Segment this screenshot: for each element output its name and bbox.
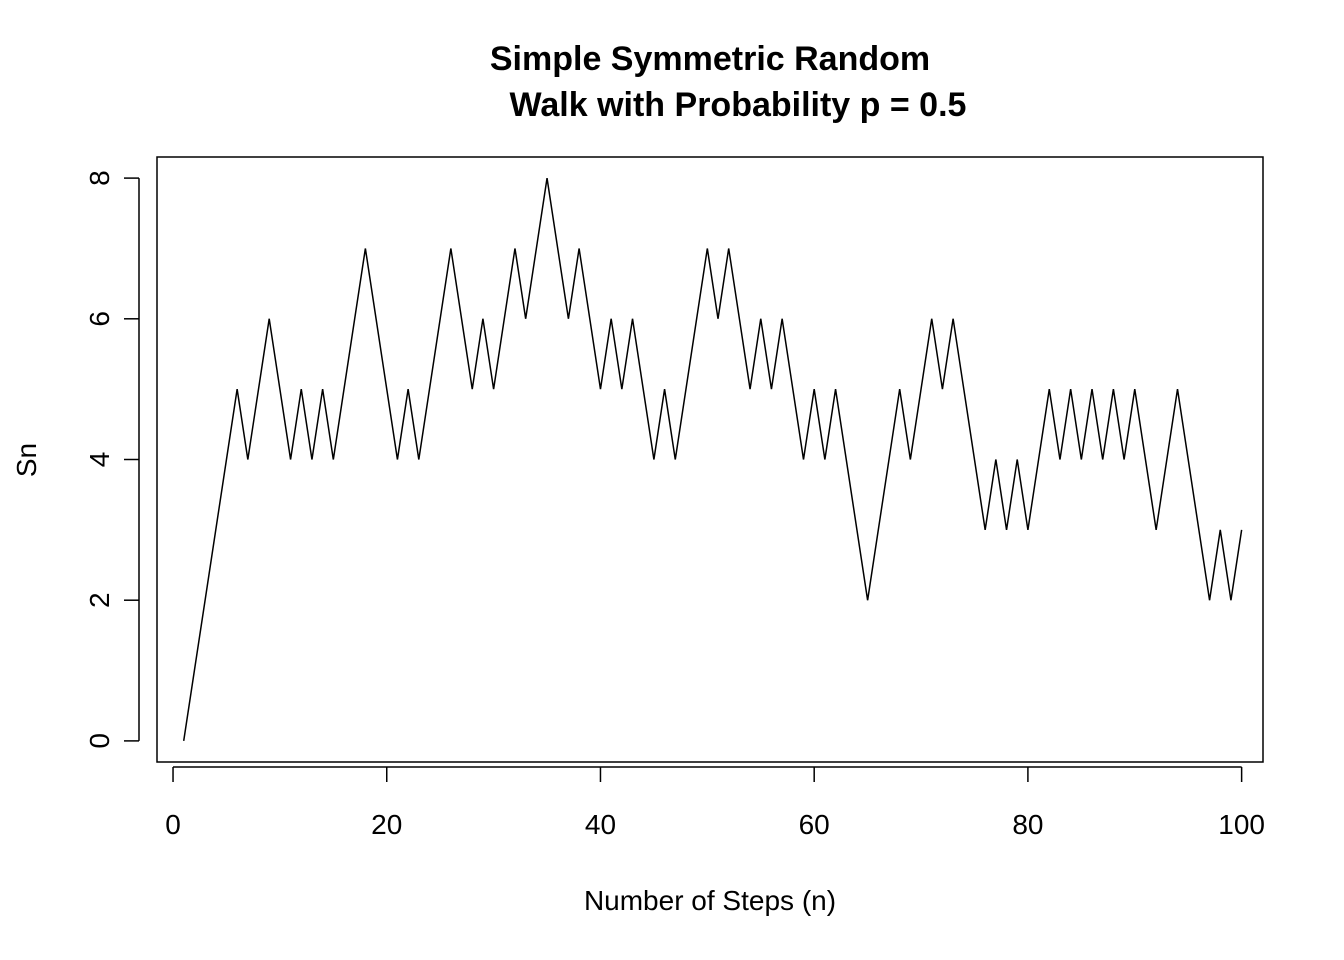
- y-tick-label: 8: [84, 170, 115, 186]
- plot-frame: [156, 156, 1264, 763]
- x-tick-label: 40: [585, 809, 616, 840]
- chart-title-line-2: Walk with Probability p = 0.5: [510, 86, 967, 124]
- x-tick-label: 60: [799, 809, 830, 840]
- x-axis-label: Number of Steps (n): [584, 885, 836, 916]
- chart-title-line-1: Simple Symmetric Random: [490, 40, 930, 78]
- x-tick-label: 20: [371, 809, 402, 840]
- series-layer: [182, 177, 1243, 742]
- x-tick-label: 0: [165, 809, 181, 840]
- x-tick-label: 80: [1012, 809, 1043, 840]
- y-tick-label: 6: [84, 311, 115, 327]
- x-axis: 0 20 40 60 80 100: [165, 766, 1265, 840]
- series-line: [182, 177, 1243, 742]
- y-axis: 0 2 4 6 8: [84, 170, 140, 749]
- y-tick-label: 2: [84, 592, 115, 608]
- y-tick-label: 4: [84, 452, 115, 468]
- y-tick-label: 0: [84, 733, 115, 749]
- x-tick-label: 100: [1218, 809, 1265, 840]
- y-axis-label: Sn: [11, 443, 42, 477]
